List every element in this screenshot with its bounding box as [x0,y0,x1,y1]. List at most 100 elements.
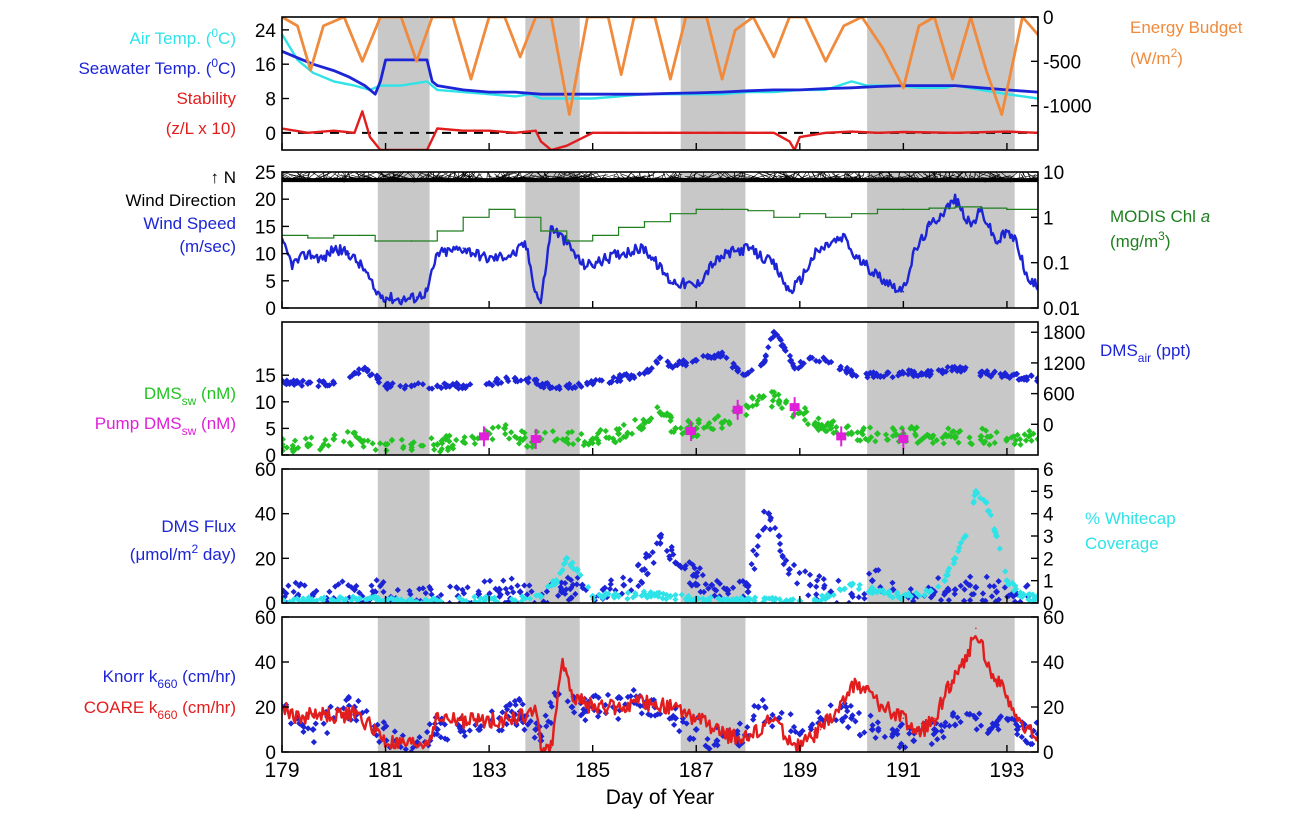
wind-stick [494,172,513,180]
scatter-mark [979,590,987,597]
data-point [1026,280,1029,282]
shaded-region [377,617,430,752]
scatter-mark [364,368,371,375]
data-point [353,132,356,134]
data-point [291,263,294,266]
scatter-mark [968,591,975,598]
data-point [773,132,775,134]
scatter-mark [308,434,315,441]
scatter-mark [313,587,320,595]
y2-tick-label: 0 [1043,415,1054,436]
scatter-mark [563,586,570,593]
y2-tick-label: 40 [1043,653,1064,674]
scatter-mark [571,709,578,716]
scatter-mark [335,581,342,588]
scatter-mark [868,434,875,441]
data-point [902,87,905,89]
y-tick-label: 40 [255,653,276,674]
wind-stick [906,172,918,179]
data-point [296,717,299,720]
scatter-mark [486,590,493,597]
axis-label: (μmol/m2 day) [130,542,236,564]
y2-tick-label: 600 [1043,385,1075,406]
data-point [358,234,361,237]
data-point [928,84,931,87]
data-point [972,583,980,591]
y2-tick-label: -1000 [1043,97,1092,118]
scatter-mark [845,430,852,437]
scatter-mark [973,726,980,733]
scatter-mark [946,722,953,730]
scatter-mark [555,592,562,599]
scatter-mark [775,400,783,408]
scatter-mark [310,738,318,746]
data-point [534,710,537,713]
y-tick-label: 0 [265,299,276,320]
y2-tick-label: 6 [1043,460,1054,481]
data-point [361,60,364,63]
data-point [876,274,879,277]
scatter-mark [335,596,342,603]
wind-direction-sticks [282,172,1038,183]
scatter-mark [778,404,786,412]
scatter-mark [512,701,519,709]
scatter-mark [967,597,974,603]
panel-flux-plot-area [282,469,1038,603]
scatter-mark [533,592,540,599]
scatter-mark [874,719,881,726]
x-axis-label: Day of Year [606,786,715,809]
scatter-mark [495,423,502,431]
scatter-mark [672,591,679,599]
axis-label: Energy Budget [1130,18,1243,37]
wind-stick [743,172,746,181]
scatter-mark [447,583,454,590]
panel-temperature-frame [281,16,1039,151]
data-point [330,435,338,443]
wind-stick [698,174,709,179]
scatter-mark [606,585,614,593]
wind-stick [453,172,459,179]
data-point [830,241,832,244]
data-point [695,208,698,211]
scatter-mark [840,586,848,593]
data-point [902,290,905,293]
data-point [617,226,620,229]
scatter-mark [470,435,478,442]
scatter-mark [754,543,761,550]
data-point [850,252,853,255]
wind-stick [314,172,326,180]
data-point [519,56,521,58]
scatter-mark [790,561,798,569]
scatter-mark [656,710,664,718]
data-point [524,241,527,244]
scatter-mark [595,439,602,447]
data-point [568,113,571,116]
scatter-mark [700,588,708,596]
data-point [332,715,335,717]
scatter-mark [668,543,675,551]
data-point [643,132,646,134]
scatter-mark [907,593,915,600]
data-point [436,84,439,87]
data-point [669,132,672,134]
data-point [695,285,698,288]
y-tick-label: 60 [255,460,276,481]
y-tick-label: 60 [255,608,276,629]
data-point [799,89,801,91]
axis-label: Air Temp. (0C) [129,26,236,48]
data-point [488,208,490,211]
scatter-mark [820,584,828,592]
scatter-mark [728,596,735,603]
shaded-region [680,469,746,603]
scatter-mark [910,368,918,375]
scatter-mark [955,439,962,446]
scatter-mark [577,571,584,579]
scatter-mark [786,352,794,359]
scatter-mark [518,593,526,600]
scatter-mark [686,580,693,587]
data-point [843,25,845,27]
scatter-mark [658,531,665,538]
scatter-mark [547,699,554,706]
wind-stick [811,172,817,180]
scatter-mark [787,711,794,718]
